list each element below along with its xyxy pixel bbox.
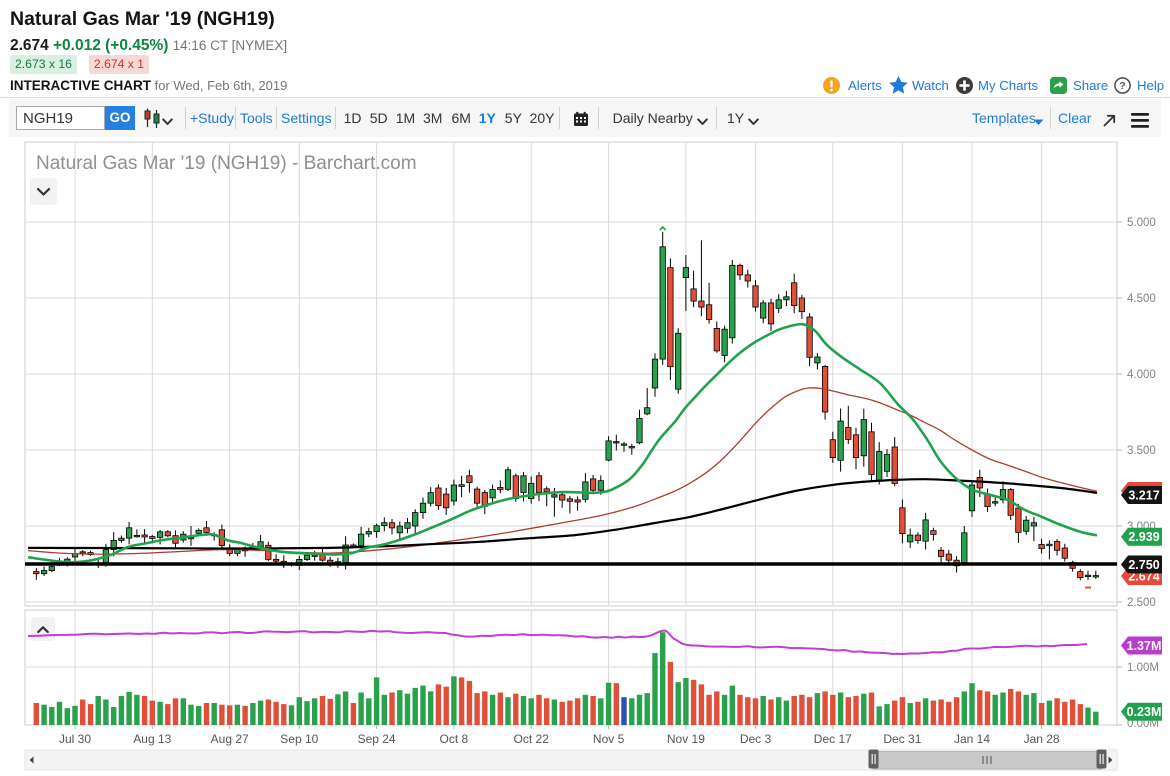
svg-text:Nov 19: Nov 19 [667, 732, 705, 746]
svg-text:Sep 10: Sep 10 [280, 732, 318, 746]
svg-text:Oct 22: Oct 22 [514, 732, 550, 746]
svg-text:Jan 28: Jan 28 [1024, 732, 1060, 746]
svg-text:Nov 5: Nov 5 [593, 732, 625, 746]
svg-text:2.750: 2.750 [1128, 558, 1159, 572]
svg-text:?: ? [1119, 80, 1125, 92]
svg-text:Dec 17: Dec 17 [814, 732, 852, 746]
svg-text:5.000: 5.000 [1127, 217, 1156, 229]
svg-text:4.500: 4.500 [1127, 293, 1156, 305]
svg-text:4.000: 4.000 [1127, 369, 1156, 381]
svg-text:Jul 30: Jul 30 [59, 732, 91, 746]
svg-text:Jan 14: Jan 14 [954, 732, 990, 746]
svg-text:1.00M: 1.00M [1127, 662, 1159, 674]
svg-text:2.500: 2.500 [1127, 597, 1156, 609]
svg-text:Aug 27: Aug 27 [211, 732, 249, 746]
svg-text:Oct 8: Oct 8 [440, 732, 469, 746]
svg-text:Dec 31: Dec 31 [883, 732, 921, 746]
svg-text:2.939: 2.939 [1128, 530, 1159, 544]
svg-text:Natural Gas Mar '19 (NGH19) -: Natural Gas Mar '19 (NGH19) - Barchart.c… [36, 153, 417, 174]
svg-text:0.00M: 0.00M [1127, 718, 1159, 730]
svg-text:Aug 13: Aug 13 [133, 732, 171, 746]
svg-text:0.23M: 0.23M [1127, 705, 1162, 719]
svg-text:Dec 3: Dec 3 [740, 732, 772, 746]
svg-text:3.500: 3.500 [1127, 445, 1156, 457]
svg-text:Sep 24: Sep 24 [358, 732, 396, 746]
svg-text:3.217: 3.217 [1128, 489, 1159, 503]
svg-text:1.37M: 1.37M [1127, 639, 1162, 653]
